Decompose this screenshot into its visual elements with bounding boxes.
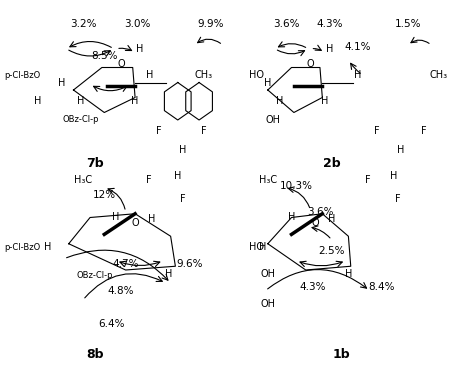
Text: H: H [58,78,65,87]
Text: 4.3%: 4.3% [316,20,343,29]
Text: H: H [179,145,186,155]
Text: 9.6%: 9.6% [176,260,203,269]
Text: F: F [365,175,370,185]
Text: 10.3%: 10.3% [280,181,313,190]
Text: H: H [174,171,182,181]
Text: OBz-Cl-p: OBz-Cl-p [62,116,99,124]
Text: 3.0%: 3.0% [124,20,151,29]
Text: H: H [288,213,295,222]
Text: 3.6%: 3.6% [273,20,300,29]
Text: 8.4%: 8.4% [368,282,395,292]
Text: p-Cl-BzO: p-Cl-BzO [5,243,41,252]
Text: F: F [156,126,162,136]
Text: H₃C: H₃C [74,175,92,185]
Text: 3.6%: 3.6% [307,207,333,217]
Text: F: F [201,126,207,136]
Text: F: F [180,194,185,204]
Text: 8b: 8b [86,348,103,361]
Text: 3.2%: 3.2% [70,20,96,29]
Text: H: H [131,96,139,106]
Text: H: H [34,96,42,106]
Text: 2.5%: 2.5% [319,246,345,256]
Text: F: F [146,175,152,185]
Text: H: H [321,96,328,106]
Text: 1b: 1b [332,348,350,361]
Text: 4.7%: 4.7% [112,260,139,269]
Text: 6.4%: 6.4% [98,320,125,329]
Text: H: H [345,269,352,279]
Text: H: H [390,171,397,181]
Text: H: H [77,96,84,106]
Text: 8.5%: 8.5% [91,51,118,61]
Text: H: H [328,214,336,224]
Text: O: O [131,218,139,228]
Text: H₃C: H₃C [259,175,277,185]
Text: OH: OH [260,299,275,309]
Text: O: O [311,218,319,228]
Text: O: O [307,59,314,69]
Text: 9.9%: 9.9% [198,20,224,29]
Text: HO: HO [249,243,264,252]
Text: H: H [112,213,120,222]
Text: H: H [146,70,153,80]
Text: H: H [326,44,333,54]
Text: OH: OH [265,115,280,125]
Text: 4.3%: 4.3% [300,282,326,292]
Text: 1.5%: 1.5% [394,20,421,29]
Text: HO: HO [249,70,264,80]
Text: 4.8%: 4.8% [108,286,134,296]
Text: H: H [264,78,272,87]
Text: OBz-Cl-p: OBz-Cl-p [76,271,113,280]
Text: H: H [148,214,155,224]
Text: p-Cl-BzO: p-Cl-BzO [5,70,41,80]
Text: 4.1%: 4.1% [345,42,371,52]
Text: CH₃: CH₃ [429,70,447,80]
Text: H: H [354,70,362,80]
Text: F: F [374,126,380,136]
Text: H: H [276,96,283,106]
Text: 2b: 2b [323,157,341,170]
Text: F: F [395,194,401,204]
Text: CH₃: CH₃ [195,70,213,80]
Text: F: F [421,126,427,136]
Text: OH: OH [260,269,275,279]
Text: H: H [44,243,51,252]
Text: O: O [117,59,125,69]
Text: 7b: 7b [86,157,104,170]
Text: H: H [259,243,267,252]
Text: H: H [164,269,172,279]
Text: 12%: 12% [93,190,116,200]
Text: H: H [397,145,404,155]
Text: H: H [136,44,144,54]
